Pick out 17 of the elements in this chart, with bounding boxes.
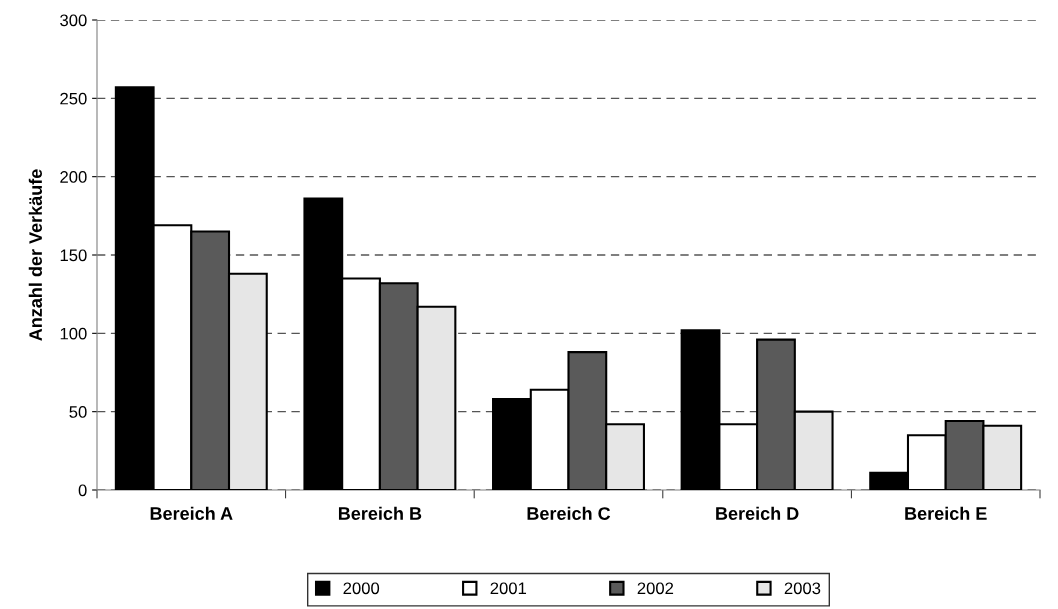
- x-tick-label: Bereich A: [150, 506, 233, 520]
- y-tick-label: 100: [60, 327, 87, 340]
- x-tick-label: Bereich E: [905, 506, 987, 520]
- x-tick-label: Bereich D: [716, 506, 799, 520]
- y-tick-label: 250: [60, 92, 87, 105]
- legend-label: 2000: [343, 582, 380, 595]
- x-tick-label: Bereich C: [527, 506, 611, 520]
- x-tick-label: Bereich B: [338, 506, 422, 520]
- legend-label: 2002: [637, 582, 674, 595]
- y-tick-label: 150: [60, 249, 87, 262]
- y-axis-title: Anzahl der Verkäufe: [28, 169, 43, 341]
- legend-label: 2001: [490, 582, 527, 595]
- y-tick-label: 50: [69, 406, 87, 418]
- y-tick-label: 0: [78, 484, 87, 497]
- y-tick-label: 300: [60, 14, 87, 27]
- legend-label: 2003: [784, 582, 821, 595]
- y-tick-label: 200: [60, 171, 87, 183]
